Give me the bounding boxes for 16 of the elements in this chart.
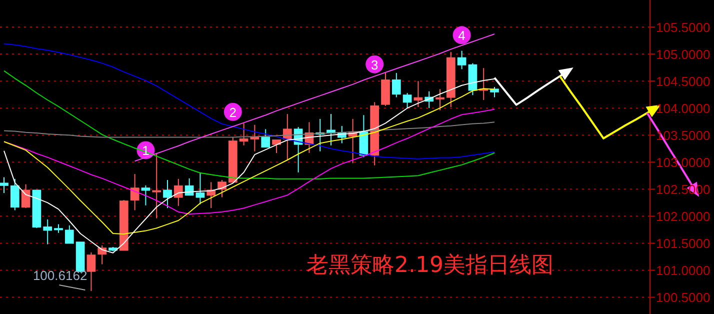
y-tick-label: 101.0000 bbox=[656, 263, 710, 278]
y-tick-label: 104.0000 bbox=[656, 101, 710, 116]
y-tick-label: 105.5000 bbox=[656, 20, 710, 36]
y-tick-label: 104.5000 bbox=[656, 74, 710, 90]
y-tick-label: 105.0000 bbox=[656, 47, 710, 62]
y-tick-label: 100.5000 bbox=[656, 290, 710, 306]
text: 老黑策略2.19美指日线图 bbox=[306, 253, 554, 278]
annotation: 3 bbox=[370, 57, 378, 72]
line-series bbox=[4, 70, 495, 180]
y-tick-label: 101.5000 bbox=[656, 236, 710, 252]
annotation: 2 bbox=[229, 104, 237, 120]
annotation: 100.6162 bbox=[32, 268, 88, 283]
line-series bbox=[4, 43, 495, 160]
line-series bbox=[4, 108, 495, 214]
y-tick-label: 102.0000 bbox=[656, 209, 710, 224]
annotation: 4 bbox=[458, 28, 466, 44]
